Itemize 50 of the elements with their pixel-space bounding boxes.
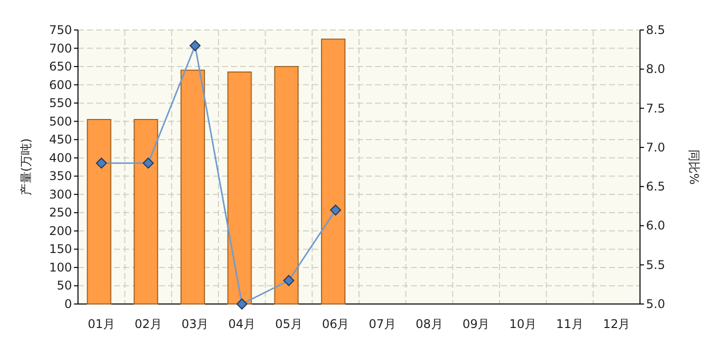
y2-tick-label: 6.0 [646, 218, 666, 233]
x-tick-label: 02月 [134, 317, 162, 331]
y-tick-label: 500 [49, 114, 72, 128]
y2-tick-label: 7.0 [646, 140, 666, 154]
bar [134, 119, 158, 304]
bar [86, 119, 112, 304]
x-tick-label: 11月 [556, 317, 584, 331]
y-tick-label: 550 [49, 96, 72, 110]
x-tick-label: 09月 [462, 317, 490, 331]
y2-tick-label: 6.5 [646, 180, 666, 194]
bar [321, 38, 346, 304]
y-tick-label: 650 [49, 60, 72, 74]
y2-tick-label: 8.0 [646, 62, 666, 76]
y-axis-title: 产量(万吨) [19, 138, 33, 196]
y2-tick-label: 8.5 [646, 23, 666, 37]
y2-tick-label: 5.0 [646, 297, 666, 311]
bar [180, 70, 205, 304]
point [236, 298, 248, 310]
x-tick-label: 06月 [322, 317, 350, 331]
y2-tick-label: 5.5 [646, 258, 666, 272]
x-tick-label: 08月 [416, 317, 443, 331]
y-tick-label: 750 [49, 23, 72, 37]
y-tick-label: 100 [49, 260, 72, 274]
y2-tick-label: 7.5 [646, 101, 666, 116]
y-tick-label: 300 [49, 187, 72, 202]
y-tick-label: 200 [49, 224, 72, 238]
y-tick-label: 0 [64, 297, 72, 311]
y-tick-label: 400 [49, 150, 72, 165]
y-tick-label: 50 [56, 278, 72, 293]
y2-axis-title: 同比% [687, 149, 701, 185]
point [190, 40, 201, 52]
y-tick-label: 350 [49, 169, 72, 184]
x-tick-label: 07月 [368, 317, 396, 331]
x-tick-label: 12月 [602, 317, 630, 331]
point [330, 204, 342, 216]
x-tick-label: 05月 [275, 317, 302, 331]
point [142, 158, 154, 169]
point [96, 158, 107, 169]
y-tick-label: 150 [49, 242, 72, 256]
bar [227, 72, 252, 304]
y-tick-label: 700 [49, 41, 72, 56]
x-tick-label: 03月 [181, 317, 209, 331]
y-tick-label: 450 [49, 132, 72, 147]
y-tick-label: 600 [49, 78, 72, 92]
x-tick-label: 01月 [88, 317, 116, 331]
bar [274, 66, 299, 304]
x-tick-label: 10月 [509, 317, 537, 331]
y-tick-label: 250 [49, 206, 72, 220]
point [283, 275, 294, 286]
x-tick-label: 04月 [228, 317, 256, 331]
